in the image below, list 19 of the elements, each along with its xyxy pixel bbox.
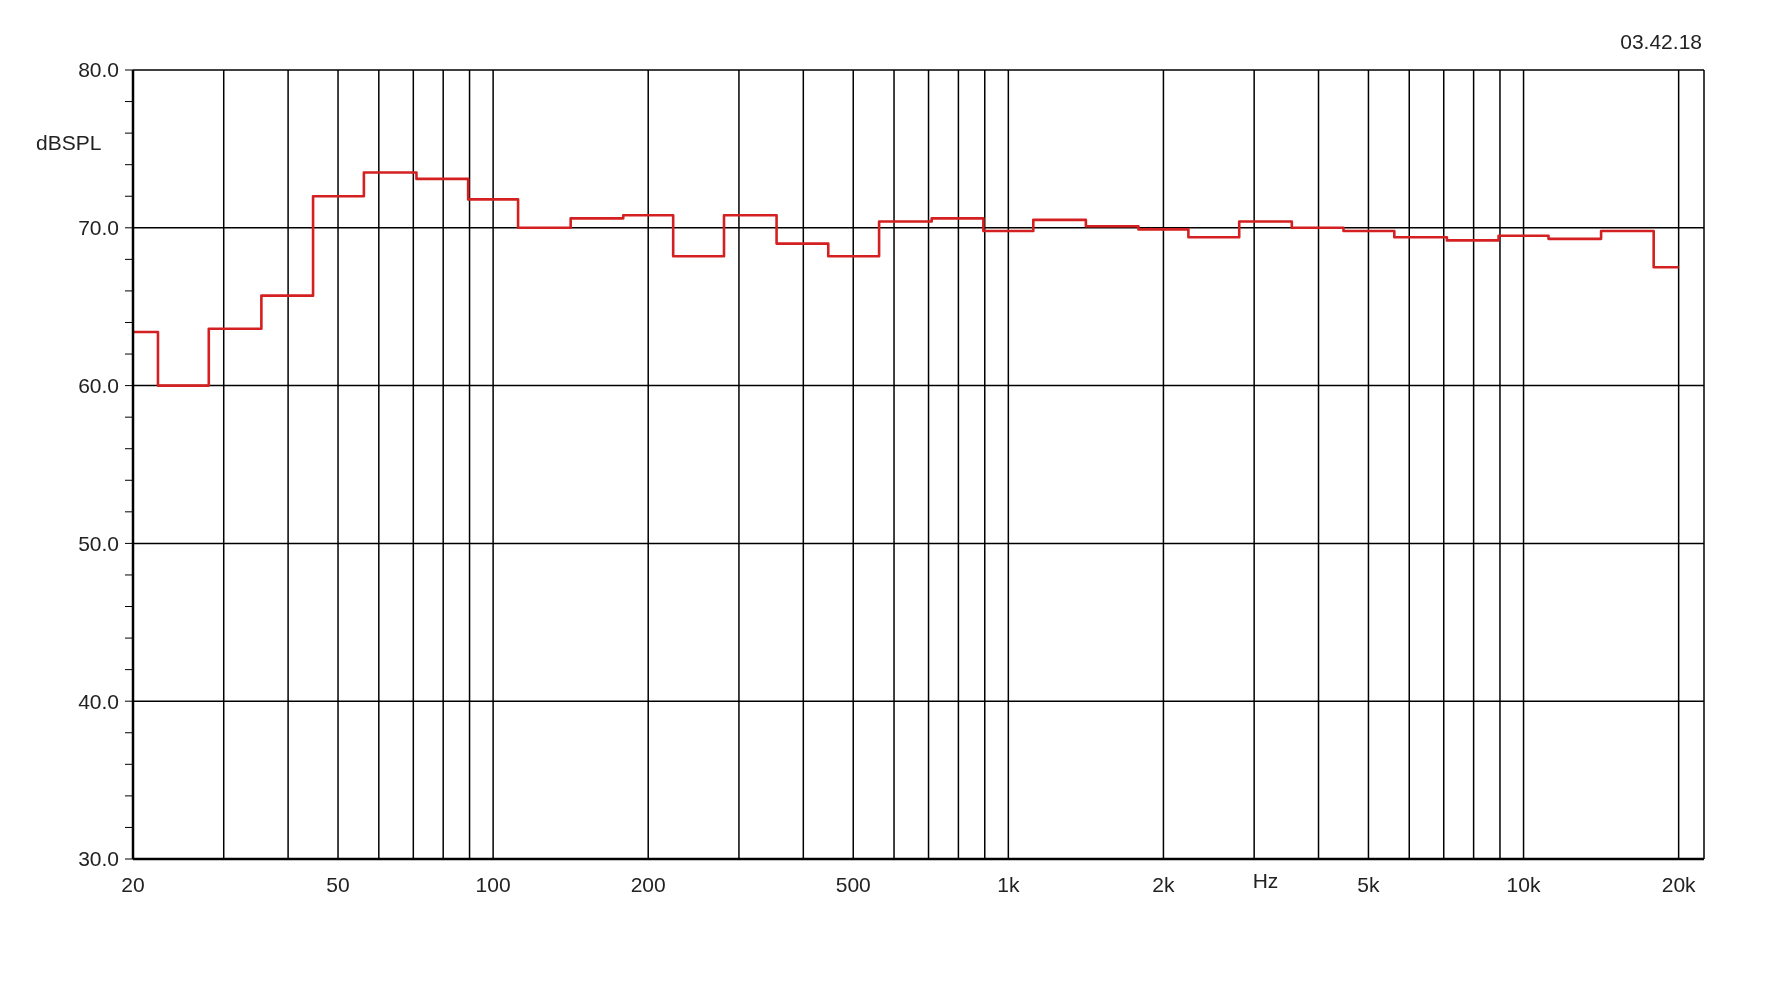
x-tick-label: 20k <box>1661 872 1697 896</box>
x-tick-label: 50 <box>326 872 350 896</box>
x-tick-label: 20 <box>121 872 145 896</box>
x-tick-label: 200 <box>630 872 666 896</box>
x-tick-label: 2k <box>1152 872 1176 896</box>
y-tick-label: 50.0 <box>78 531 119 555</box>
y-tick-label: 80.0 <box>78 58 119 82</box>
x-tick-label: 1k <box>997 872 1020 896</box>
x-tick-label: 5k <box>1357 872 1381 896</box>
y-axis-title: dBSPL <box>36 131 102 154</box>
y-tick-label: 60.0 <box>78 374 119 398</box>
x-tick-label: 10k <box>1506 872 1541 896</box>
y-tick-label: 30.0 <box>78 847 119 871</box>
x-tick-label: 100 <box>475 872 511 896</box>
x-tick-label: 500 <box>835 872 871 896</box>
y-tick-label: 70.0 <box>78 216 119 240</box>
text: 03.42.18 <box>1620 30 1702 54</box>
x-axis-title: Hz <box>1252 868 1279 892</box>
y-tick-label: 40.0 <box>78 689 119 713</box>
